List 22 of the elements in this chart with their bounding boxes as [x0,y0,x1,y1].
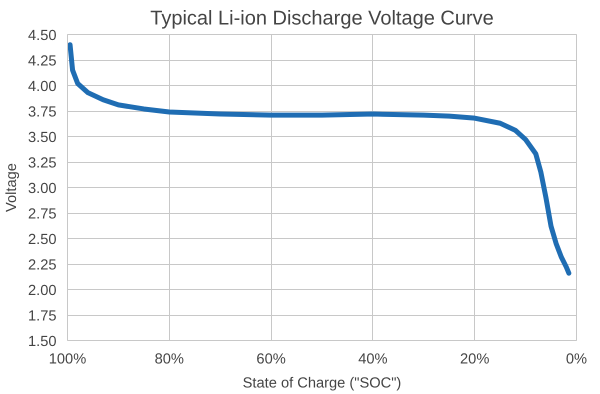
x-tick-label: 100% [48,352,86,368]
y-tick-label: 3.25 [28,156,57,172]
y-axis-title: Voltage [4,163,20,212]
y-tick-label: 1.75 [28,308,57,324]
x-tick-label: 0% [566,352,588,368]
y-tick-label: 1.50 [28,334,57,350]
y-tick-label: 2.75 [28,206,57,222]
y-tick-label: 3.50 [28,130,57,146]
x-tick-label: 80% [154,352,184,368]
x-tick-label: 60% [256,352,286,368]
x-axis-title: State of Charge ("SOC") [242,376,402,392]
y-tick-label: 2.25 [28,258,57,274]
y-tick-label: 2.50 [28,232,57,248]
y-tick-label: 4.25 [28,54,57,70]
chart-title: Typical Li-ion Discharge Voltage Curve [150,8,494,30]
x-tick-label: 20% [460,352,490,368]
y-tick-label: 3.00 [28,181,57,197]
y-tick-label: 3.75 [28,104,57,120]
y-tick-label: 4.50 [28,28,57,44]
x-tick-label: 40% [358,352,388,368]
y-tick-label: 2.00 [28,283,57,299]
y-tick-label: 4.00 [28,79,57,95]
